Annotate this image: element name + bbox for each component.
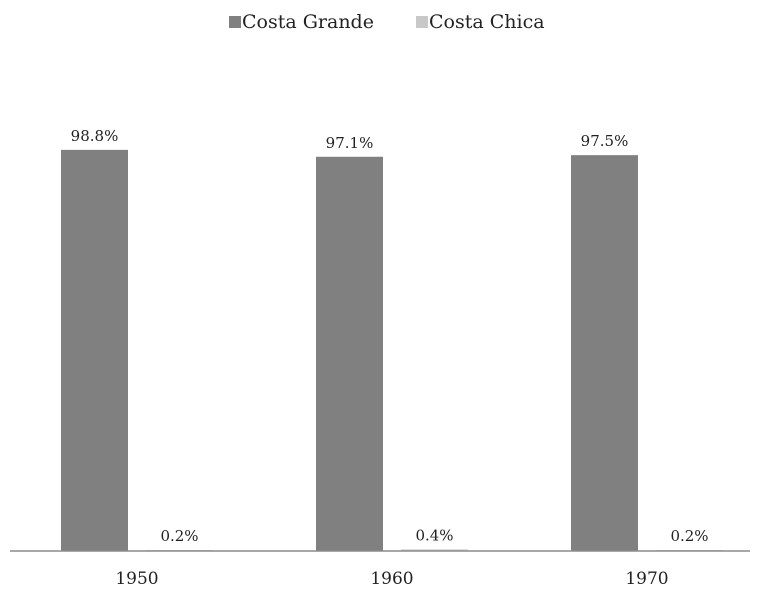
legend-label-costa-chica: Costa Chica [429, 11, 545, 33]
value-labels: 98.8% 97.1% 97.5% 0.2% 0.4% 0.2% [71, 127, 709, 545]
value-label-costa-grande-1960: 97.1% [326, 134, 374, 152]
value-label-costa-grande-1950: 98.8% [71, 127, 119, 145]
legend-label-costa-grande: Costa Grande [242, 11, 374, 33]
bar-costa-grande-1970 [571, 155, 638, 551]
value-label-costa-grande-1970: 97.5% [581, 132, 629, 150]
value-label-costa-chica-1970: 0.2% [670, 527, 708, 545]
bar-costa-grande-1950 [61, 149, 128, 551]
x-tick-label-1960: 1960 [370, 569, 413, 589]
value-label-costa-chica-1950: 0.2% [160, 527, 198, 545]
x-axis-ticks: 1950 1960 1970 [115, 569, 668, 589]
bar-costa-chica-1960 [401, 549, 468, 551]
bars [61, 149, 723, 552]
x-tick-label-1950: 1950 [115, 569, 158, 589]
bar-costa-grande-1960 [316, 156, 383, 552]
legend: Costa Grande Costa Chica [229, 11, 545, 33]
legend-swatch-costa-chica [416, 16, 428, 28]
value-label-costa-chica-1960: 0.4% [415, 526, 453, 544]
x-tick-label-1970: 1970 [625, 569, 668, 589]
legend-swatch-costa-grande [229, 16, 241, 28]
